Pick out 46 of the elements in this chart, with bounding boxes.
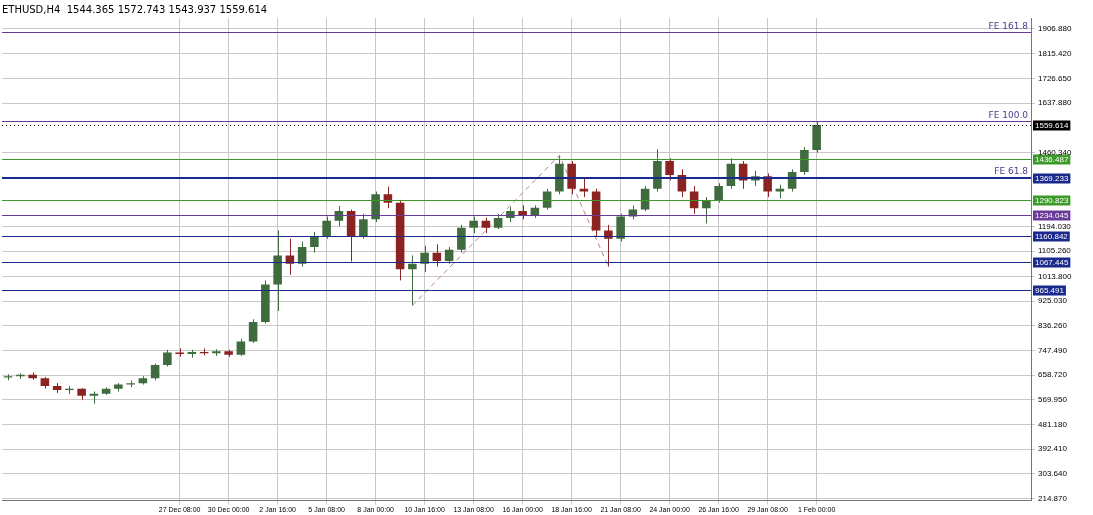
candlestick — [616, 213, 625, 243]
candlestick — [579, 177, 589, 198]
y-tick-label: 569.950 — [1038, 395, 1068, 405]
candlestick — [665, 157, 674, 181]
ref-line-label: 1369.233 — [1035, 173, 1069, 183]
candlestick — [714, 182, 723, 204]
y-tick-label: 1194.030 — [1038, 221, 1072, 231]
candlestick — [248, 318, 258, 344]
y-tick-label: 303.640 — [1038, 468, 1068, 478]
candlestick — [420, 245, 429, 273]
candlestick — [408, 254, 417, 306]
y-tick-label: 392.410 — [1038, 444, 1068, 454]
y-tick-label: 747.490 — [1038, 345, 1068, 355]
y-tick-label: 1013.800 — [1038, 271, 1072, 281]
y-tick-label: 481.180 — [1038, 419, 1068, 429]
annotation: FE 61.8 — [994, 165, 1029, 176]
candlestick — [285, 238, 295, 276]
y-tick-label: 1105.260 — [1038, 246, 1072, 256]
y-tick-label: 658.720 — [1038, 370, 1068, 380]
y-tick-label: 1906.880 — [1038, 23, 1072, 33]
y-tick-label: 1815.420 — [1038, 49, 1072, 59]
candlestick — [359, 213, 368, 240]
ref-line-label: 1160.842 — [1035, 231, 1069, 241]
ref-line-label: 1559.614 — [1035, 120, 1069, 130]
candlestick — [297, 241, 307, 268]
candlestick — [310, 231, 319, 254]
y-tick-label: 925.030 — [1038, 296, 1068, 306]
y-tick-label: 1460.340 — [1038, 147, 1072, 157]
candlestick — [604, 224, 613, 268]
y-tick-label: 836.260 — [1038, 321, 1068, 331]
candlestick — [322, 216, 331, 240]
ref-line-label: 1067.445 — [1035, 257, 1069, 267]
y-tick-label: 1637.880 — [1038, 98, 1072, 108]
annotation: FE 100.0 — [988, 110, 1029, 121]
ref-line-label: 965.491 — [1035, 285, 1065, 295]
y-tick-label: 214.870 — [1038, 493, 1068, 503]
y-tick-label: 1726.650 — [1038, 73, 1072, 83]
candlestick — [432, 243, 442, 268]
candlestick — [89, 390, 99, 405]
ref-line-label: 1436.487 — [1035, 154, 1069, 164]
ref-line-label: 1290.823 — [1035, 195, 1069, 205]
ref-line-label: 1234.045 — [1035, 210, 1069, 220]
candlestick — [457, 224, 466, 254]
chart-title: ETHUSD,H4 1544.365 1572.743 1543.937 1559.614 — [2, 3, 268, 15]
annotation: FE 161.8 — [988, 20, 1029, 31]
candlestick — [800, 146, 809, 176]
